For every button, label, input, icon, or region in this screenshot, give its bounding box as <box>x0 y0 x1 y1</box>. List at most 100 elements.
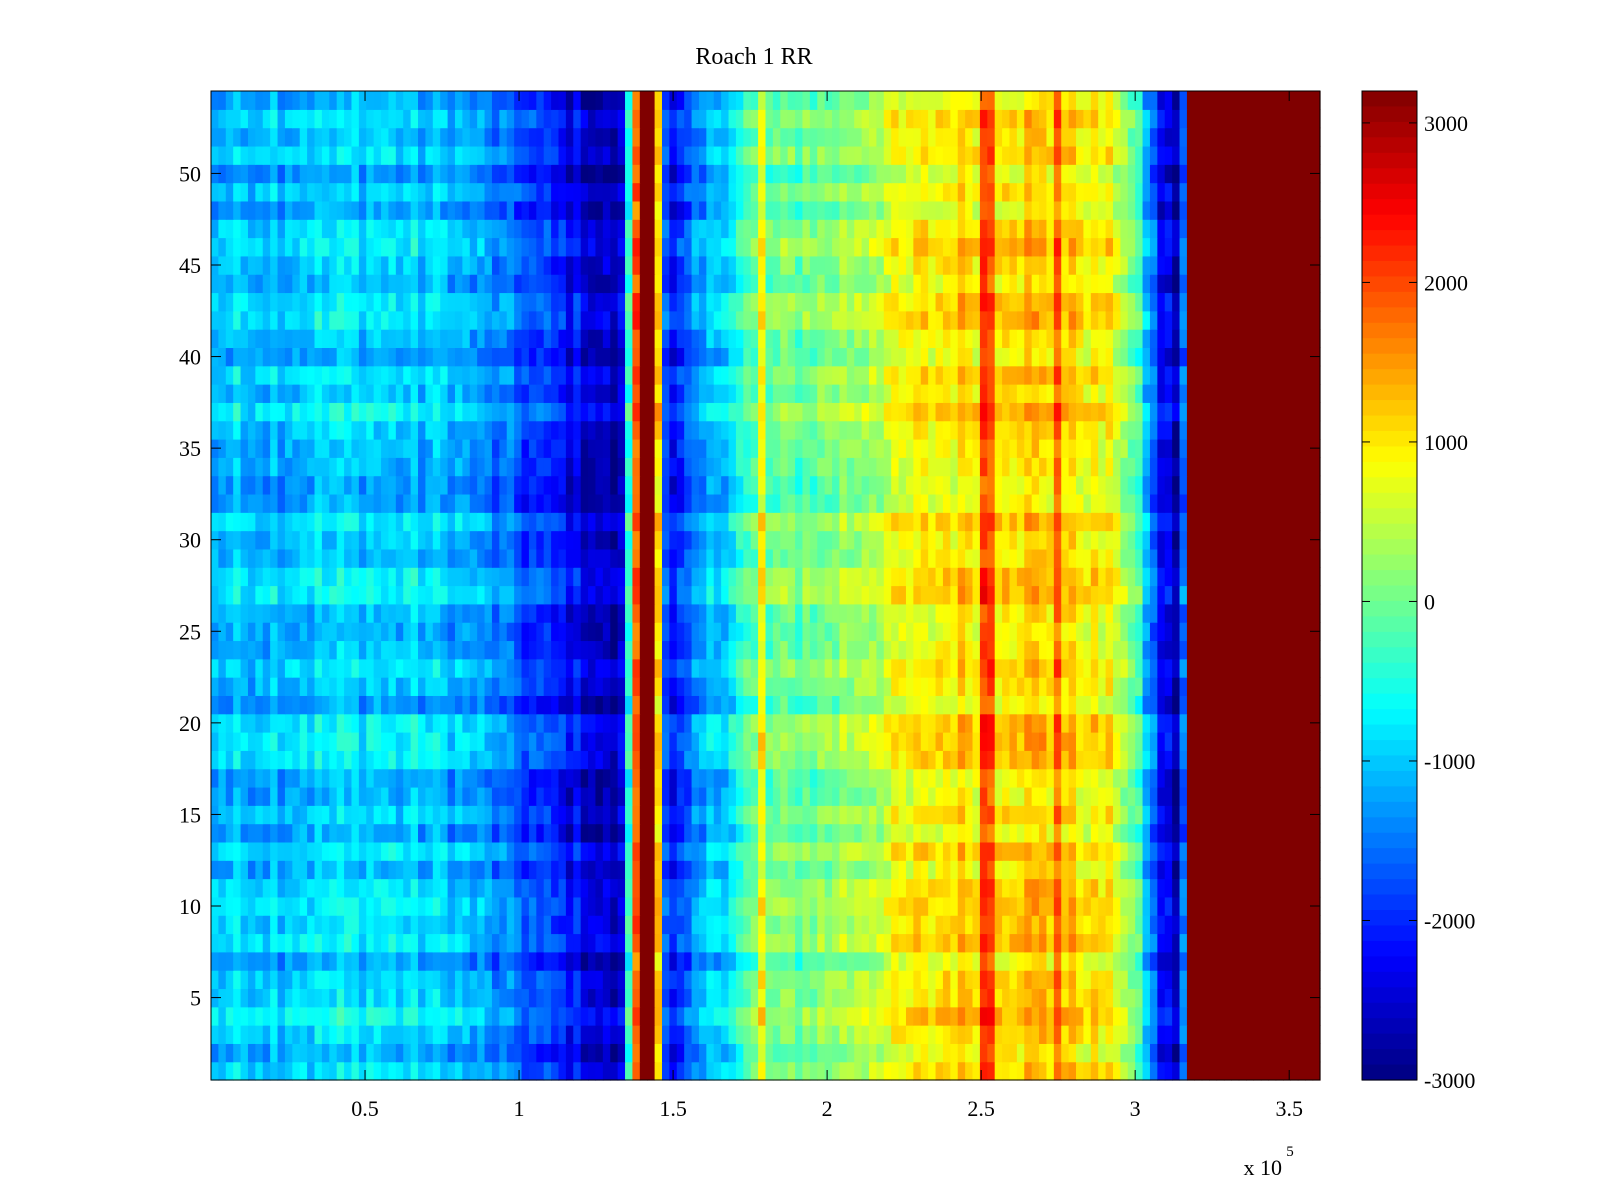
heatmap-cell <box>1149 841 1158 861</box>
heatmap-cell <box>891 493 900 513</box>
heatmap-cell <box>1009 786 1018 806</box>
heatmap-cell <box>1172 493 1181 513</box>
heatmap-cell <box>979 988 988 1008</box>
heatmap-cell <box>684 512 693 532</box>
heatmap-cell <box>669 1025 678 1044</box>
heatmap-cell <box>344 1006 353 1026</box>
heatmap-cell <box>839 951 848 971</box>
heatmap-cell <box>1046 475 1055 495</box>
heatmap-cell <box>595 970 604 990</box>
heatmap-cell <box>255 622 264 642</box>
heatmap-cell <box>1039 988 1048 1008</box>
heatmap-cell <box>1009 896 1018 916</box>
heatmap-cell <box>965 1025 974 1044</box>
heatmap-cell <box>1268 512 1277 532</box>
heatmap-cell <box>484 896 493 916</box>
heatmap-cell <box>321 878 330 898</box>
heatmap-cell <box>861 860 870 880</box>
heatmap-cell <box>1112 970 1121 990</box>
heatmap-cell <box>957 970 966 990</box>
heatmap-cell <box>809 640 818 660</box>
heatmap-cell <box>780 695 789 715</box>
heatmap-cell <box>1238 988 1247 1008</box>
heatmap-cell <box>1172 988 1181 1008</box>
heatmap-cell <box>647 548 656 568</box>
heatmap-cell <box>891 1061 900 1081</box>
heatmap-cell <box>1149 1025 1158 1044</box>
heatmap-cell <box>617 530 626 550</box>
heatmap-cell <box>846 585 855 605</box>
heatmap-cell <box>1016 988 1025 1008</box>
heatmap-cell <box>758 933 767 953</box>
heatmap-cell <box>233 970 242 990</box>
heatmap-cell <box>395 896 404 916</box>
heatmap-cell <box>1172 695 1181 715</box>
heatmap-cell <box>669 493 678 513</box>
heatmap-cell <box>521 1061 530 1081</box>
heatmap-cell <box>255 1006 264 1026</box>
heatmap-cell <box>1053 732 1062 751</box>
heatmap-cell <box>684 860 693 880</box>
heatmap-cell <box>477 732 486 751</box>
heatmap-cell <box>558 658 567 678</box>
heatmap-cell <box>381 622 390 642</box>
heatmap-cell <box>1312 860 1321 880</box>
heatmap-cell <box>366 457 375 477</box>
heatmap-cell <box>661 658 670 678</box>
heatmap-cell <box>957 878 966 898</box>
heatmap-cell <box>447 677 456 696</box>
heatmap-cell <box>913 786 922 806</box>
heatmap-cell <box>233 567 242 587</box>
heatmap-cell <box>329 1025 338 1044</box>
heatmap-cell <box>824 603 833 623</box>
heatmap-cell <box>602 1006 611 1026</box>
heatmap-cell <box>854 860 863 880</box>
heatmap-cell <box>1157 585 1166 605</box>
heatmap-cell <box>706 640 715 660</box>
heatmap-cell <box>403 677 412 696</box>
heatmap-cell <box>1268 750 1277 770</box>
heatmap-cell <box>639 475 648 495</box>
heatmap-cell <box>351 933 360 953</box>
heatmap-cell <box>410 915 419 935</box>
heatmap-cell <box>758 970 767 990</box>
heatmap-cell <box>284 677 293 696</box>
heatmap-cell <box>1061 1006 1070 1026</box>
heatmap-cell <box>832 970 841 990</box>
heatmap-cell <box>344 457 353 477</box>
heatmap-cell <box>691 805 700 825</box>
heatmap-cell <box>869 896 877 916</box>
heatmap-cell <box>795 860 804 880</box>
heatmap-cell <box>883 1006 892 1026</box>
heatmap-cell <box>1112 750 1121 770</box>
heatmap-cell <box>543 512 552 532</box>
heatmap-cell <box>987 878 996 898</box>
heatmap-cell <box>957 658 966 678</box>
heatmap-cell <box>573 493 582 513</box>
heatmap-cell <box>1253 970 1262 990</box>
heatmap-cell <box>1090 970 1099 990</box>
heatmap-cell <box>647 970 656 990</box>
heatmap-cell <box>1046 896 1055 916</box>
heatmap-cell <box>713 475 722 495</box>
heatmap-cell <box>218 805 227 825</box>
heatmap-cell <box>721 786 730 806</box>
heatmap-cell <box>329 493 338 513</box>
heatmap-cell <box>1090 1043 1099 1063</box>
heatmap-cell <box>388 860 397 880</box>
heatmap-cell <box>1194 951 1203 971</box>
heatmap-cell <box>240 988 249 1008</box>
heatmap-cell <box>1297 548 1306 568</box>
heatmap-cell <box>1268 713 1277 733</box>
heatmap-cell <box>1098 512 1107 532</box>
heatmap-cell <box>432 695 441 715</box>
heatmap-cell <box>454 622 463 642</box>
heatmap-cell <box>1090 475 1099 495</box>
heatmap-cell <box>329 677 338 696</box>
heatmap-cell <box>366 658 375 678</box>
heatmap-cell <box>1046 841 1055 861</box>
heatmap-cell <box>861 915 870 935</box>
heatmap-cell <box>972 1025 981 1044</box>
heatmap-cell <box>270 1043 279 1063</box>
heatmap-cell <box>839 1006 848 1026</box>
